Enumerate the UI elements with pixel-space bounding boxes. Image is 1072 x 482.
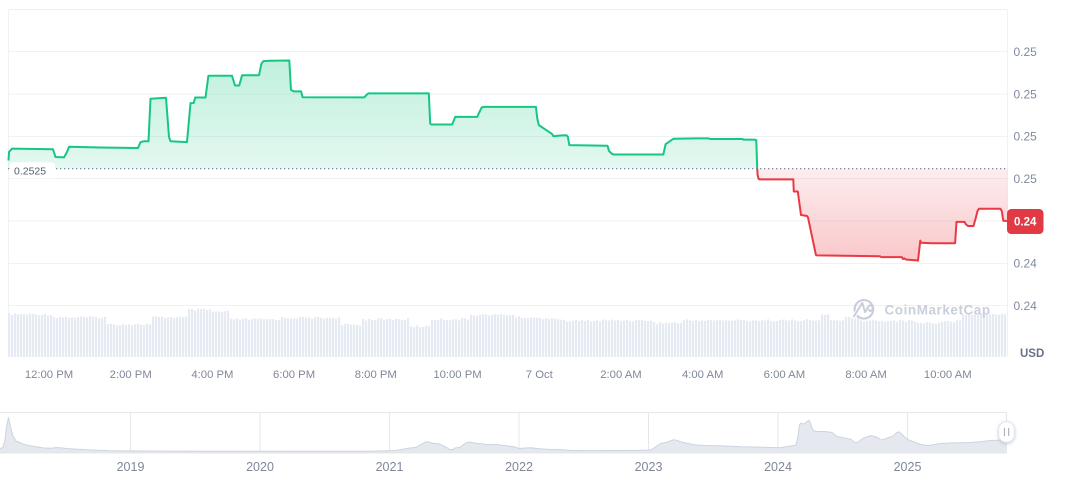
svg-text:6:00 AM: 6:00 AM — [764, 369, 805, 381]
svg-text:4:00 PM: 4:00 PM — [191, 369, 233, 381]
svg-text:2022: 2022 — [505, 460, 533, 474]
svg-text:10:00 PM: 10:00 PM — [433, 369, 481, 381]
svg-text:8:00 PM: 8:00 PM — [355, 369, 397, 381]
svg-text:0.2525: 0.2525 — [14, 166, 46, 178]
svg-text:CoinMarketCap: CoinMarketCap — [885, 302, 991, 317]
svg-text:0.25: 0.25 — [1014, 130, 1038, 144]
svg-text:2021: 2021 — [376, 460, 404, 474]
svg-text:2024: 2024 — [764, 460, 792, 474]
svg-text:0.24: 0.24 — [1014, 299, 1038, 313]
svg-text:2023: 2023 — [635, 460, 663, 474]
svg-text:0.24: 0.24 — [1014, 257, 1038, 271]
svg-text:12:00 PM: 12:00 PM — [25, 369, 73, 381]
svg-text:2020: 2020 — [246, 460, 274, 474]
svg-text:6:00 PM: 6:00 PM — [273, 369, 315, 381]
svg-text:10:00 AM: 10:00 AM — [924, 369, 972, 381]
svg-text:0.25: 0.25 — [1014, 87, 1038, 101]
svg-text:2:00 PM: 2:00 PM — [110, 369, 152, 381]
svg-text:USD: USD — [1020, 348, 1044, 360]
svg-text:0.24: 0.24 — [1014, 217, 1037, 229]
svg-text:8:00 AM: 8:00 AM — [845, 369, 886, 381]
svg-text:2:00 AM: 2:00 AM — [600, 369, 641, 381]
svg-text:0.25: 0.25 — [1014, 45, 1038, 59]
svg-text:2025: 2025 — [894, 460, 922, 474]
svg-text:7 Oct: 7 Oct — [526, 369, 554, 381]
svg-text:0.25: 0.25 — [1014, 172, 1038, 186]
svg-text:4:00 AM: 4:00 AM — [682, 369, 723, 381]
svg-text:2019: 2019 — [117, 460, 145, 474]
